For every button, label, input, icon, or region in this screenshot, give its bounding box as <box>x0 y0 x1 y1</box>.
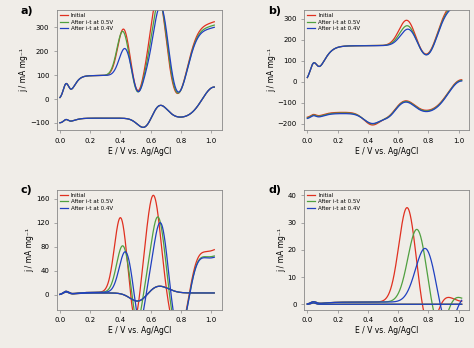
Legend: Initial, After i-t at 0.5V, After i-t at 0.4V: Initial, After i-t at 0.5V, After i-t at… <box>60 193 113 211</box>
Legend: Initial, After i-t at 0.5V, After i-t at 0.4V: Initial, After i-t at 0.5V, After i-t at… <box>307 13 360 31</box>
Y-axis label: j / mA mg⁻¹: j / mA mg⁻¹ <box>267 48 276 92</box>
X-axis label: E / V vs. Ag/AgCl: E / V vs. Ag/AgCl <box>355 326 419 335</box>
Y-axis label: j / mA mg⁻¹: j / mA mg⁻¹ <box>277 228 286 272</box>
Text: d): d) <box>268 185 281 195</box>
Text: c): c) <box>20 185 32 195</box>
X-axis label: E / V vs. Ag/AgCl: E / V vs. Ag/AgCl <box>108 147 171 156</box>
Y-axis label: j / mA mg⁻¹: j / mA mg⁻¹ <box>25 228 34 272</box>
Legend: Initial, After i-t at 0.5V, After i-t at 0.4V: Initial, After i-t at 0.5V, After i-t at… <box>60 13 113 31</box>
X-axis label: E / V vs. Ag/AgCl: E / V vs. Ag/AgCl <box>108 326 171 335</box>
Text: b): b) <box>268 6 281 16</box>
Y-axis label: j / mA mg⁻¹: j / mA mg⁻¹ <box>19 48 28 92</box>
X-axis label: E / V vs. Ag/AgCl: E / V vs. Ag/AgCl <box>355 147 419 156</box>
Legend: Initial, After i-t at 0.5V, After i-t at 0.4V: Initial, After i-t at 0.5V, After i-t at… <box>307 193 360 211</box>
Text: a): a) <box>20 6 33 16</box>
